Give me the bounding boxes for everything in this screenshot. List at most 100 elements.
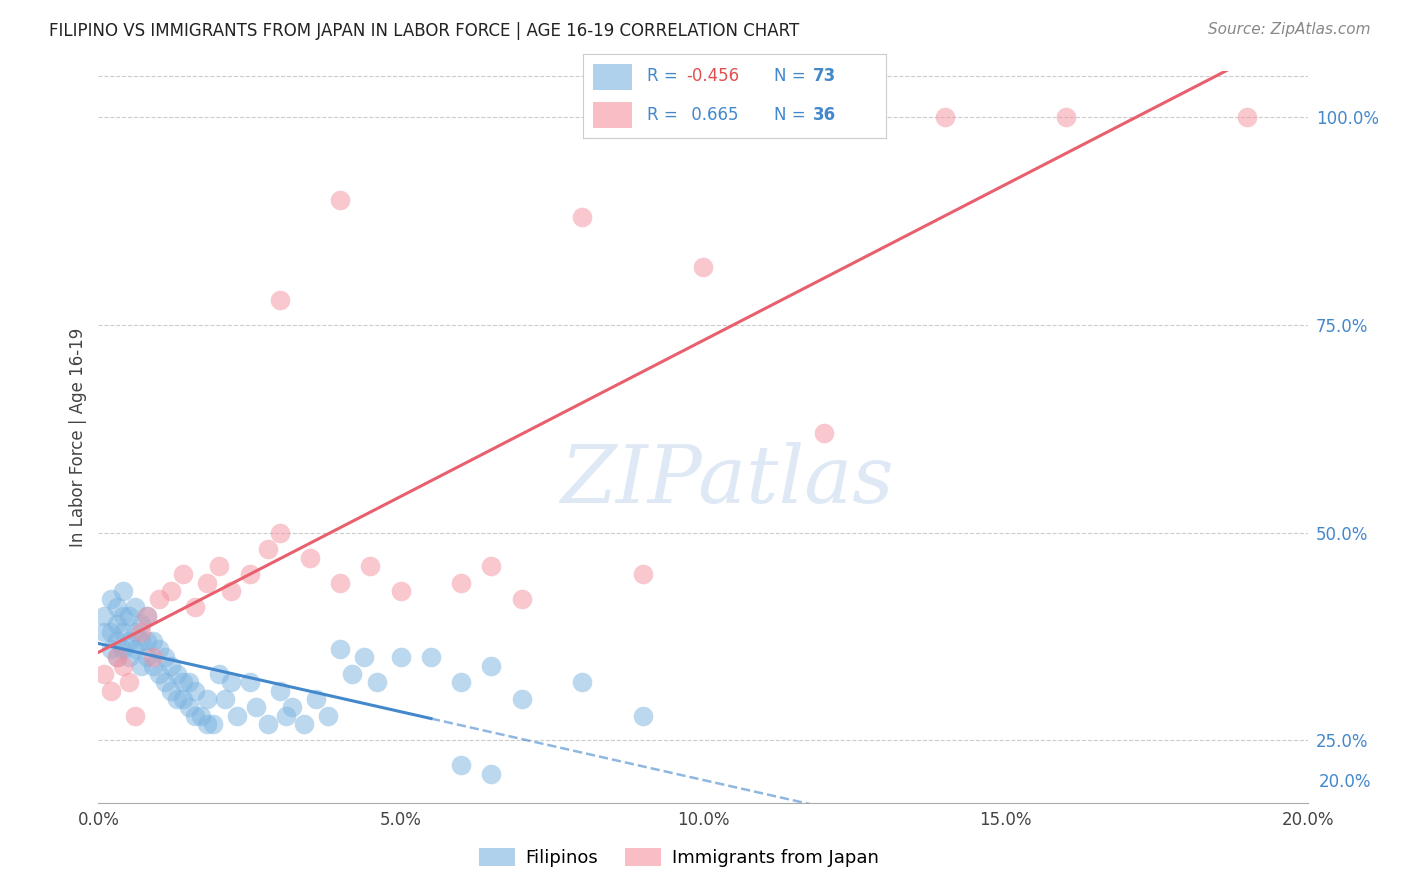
Point [148, 642, 170, 657]
Point [631, 567, 654, 582]
Point [1236, 110, 1258, 124]
Point [184, 600, 207, 615]
Point [100, 683, 122, 698]
Point [135, 633, 157, 648]
Point [450, 675, 472, 690]
Point [214, 692, 236, 706]
Point [510, 592, 533, 607]
Point [692, 260, 714, 274]
Text: 0.665: 0.665 [686, 105, 738, 123]
Point [135, 608, 157, 623]
Point [118, 608, 141, 623]
Point [571, 675, 593, 690]
Point [124, 625, 146, 640]
Text: N =: N = [773, 68, 811, 86]
Point [135, 650, 157, 665]
Point [450, 758, 472, 772]
Point [305, 692, 328, 706]
Point [111, 625, 134, 640]
Point [105, 600, 128, 615]
Point [316, 708, 339, 723]
Point [160, 658, 183, 673]
Point [129, 617, 152, 632]
Point [329, 575, 352, 590]
Point [124, 600, 146, 615]
Point [100, 592, 122, 607]
Legend: Filipinos, Immigrants from Japan: Filipinos, Immigrants from Japan [471, 841, 886, 874]
Point [481, 558, 503, 573]
Point [226, 708, 249, 723]
Point [100, 642, 122, 657]
Point [179, 675, 201, 690]
Point [135, 608, 157, 623]
Point [148, 667, 170, 681]
FancyBboxPatch shape [592, 102, 631, 128]
Point [142, 650, 165, 665]
Point [195, 692, 218, 706]
Point [184, 708, 207, 723]
Point [269, 525, 291, 540]
Point [148, 592, 170, 607]
Point [93, 608, 115, 623]
Point [166, 667, 188, 681]
Point [353, 650, 375, 665]
Point [329, 193, 352, 207]
Text: 36: 36 [813, 105, 837, 123]
Point [934, 110, 956, 124]
Point [481, 766, 503, 780]
Point [420, 650, 443, 665]
Point [184, 683, 207, 698]
Point [172, 567, 194, 582]
Point [124, 708, 146, 723]
Point [202, 716, 225, 731]
Point [93, 667, 115, 681]
Point [245, 700, 267, 714]
Text: 73: 73 [813, 68, 837, 86]
Point [510, 692, 533, 706]
Point [631, 708, 654, 723]
Point [142, 658, 165, 673]
Point [129, 625, 152, 640]
Point [195, 716, 218, 731]
Point [389, 583, 412, 598]
Point [389, 650, 412, 665]
Text: FILIPINO VS IMMIGRANTS FROM JAPAN IN LABOR FORCE | AGE 16-19 CORRELATION CHART: FILIPINO VS IMMIGRANTS FROM JAPAN IN LAB… [49, 22, 800, 40]
FancyBboxPatch shape [592, 63, 631, 90]
Point [118, 675, 141, 690]
Point [208, 558, 231, 573]
Point [239, 567, 262, 582]
Point [105, 633, 128, 648]
Point [292, 716, 315, 731]
Point [118, 633, 141, 648]
Point [813, 110, 835, 124]
Point [239, 675, 262, 690]
Point [269, 293, 291, 307]
Point [752, 833, 775, 847]
Point [221, 675, 243, 690]
Point [813, 425, 835, 440]
Point [111, 583, 134, 598]
Point [124, 642, 146, 657]
Point [129, 633, 152, 648]
Point [366, 675, 388, 690]
Point [153, 650, 176, 665]
Point [118, 650, 141, 665]
Point [93, 625, 115, 640]
Point [208, 667, 231, 681]
Y-axis label: In Labor Force | Age 16-19: In Labor Force | Age 16-19 [69, 327, 87, 547]
Point [166, 692, 188, 706]
Point [153, 675, 176, 690]
Point [329, 642, 352, 657]
Text: N =: N = [773, 105, 811, 123]
Point [450, 575, 472, 590]
Text: -0.456: -0.456 [686, 68, 740, 86]
Point [190, 708, 212, 723]
Point [142, 633, 165, 648]
Point [281, 700, 304, 714]
Point [129, 658, 152, 673]
Point [256, 542, 278, 557]
Point [299, 550, 322, 565]
Point [111, 608, 134, 623]
Point [360, 558, 382, 573]
Text: Source: ZipAtlas.com: Source: ZipAtlas.com [1208, 22, 1371, 37]
